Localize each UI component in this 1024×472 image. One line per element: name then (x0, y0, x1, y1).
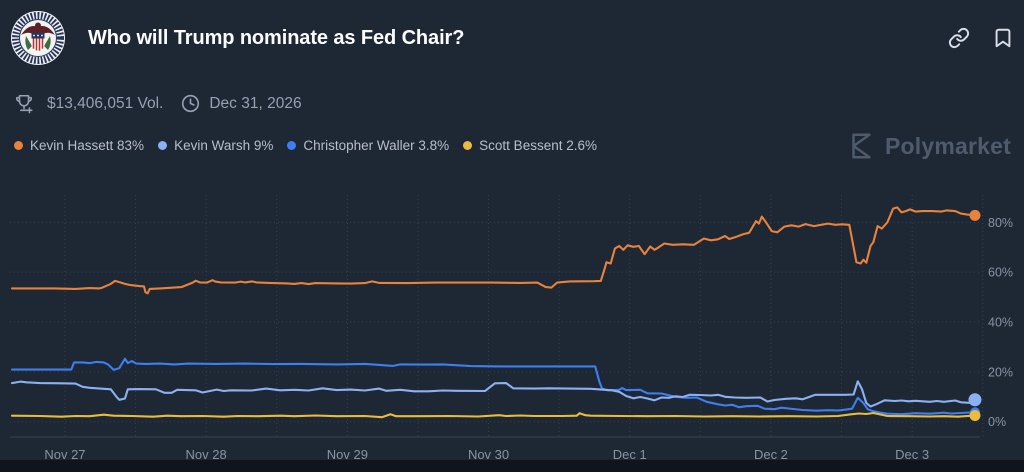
polymarket-logo-icon (852, 133, 871, 159)
legend-item-0[interactable]: Kevin Hassett 83% (14, 138, 144, 153)
legend-item-1[interactable]: Kevin Warsh 9% (158, 138, 273, 153)
link-icon (948, 27, 970, 49)
page-background-strip (0, 460, 1024, 466)
x-axis-label: Dec 3 (895, 447, 929, 462)
x-axis-label: Dec 1 (613, 447, 647, 462)
series-line-kevin-warsh (10, 380, 977, 408)
legend-dot (287, 141, 297, 150)
x-axis-label: Nov 27 (44, 447, 85, 462)
series-line-scott-bessent (10, 411, 977, 419)
legend-dot (14, 141, 23, 150)
legend-item-3[interactable]: Scott Bessent 2.6% (463, 138, 597, 153)
trophy-icon (16, 95, 33, 114)
copy-link-button[interactable] (948, 27, 970, 49)
legend-item-2[interactable]: Christopher Waller 3.8% (287, 138, 449, 153)
volume-value: $13,406,051 Vol. (47, 94, 164, 112)
series-line-christopher-waller (10, 357, 977, 416)
chart-legend: Kevin Hassett 83% Kevin Warsh 9% Christoph… (14, 138, 611, 153)
bookmark-icon (995, 28, 1011, 48)
bookmark-button[interactable] (992, 27, 1014, 49)
legend-label: Kevin Warsh 9% (174, 138, 274, 153)
x-axis-label: Nov 29 (327, 447, 368, 462)
series-end-dot-kevin-hassett (969, 209, 981, 221)
legend-label: Kevin Hassett 83% (30, 138, 145, 153)
legend-label: Scott Bessent 2.6% (479, 138, 597, 153)
series-end-dot-kevin-warsh (968, 393, 982, 407)
y-axis-label: 20% (988, 365, 1013, 379)
market-stats: $13,406,051 Vol. Dec 31, 2026 (14, 93, 302, 114)
series-end-dot-scott-bessent (969, 409, 981, 421)
market-header: Who will Trump nominate as Fed Chair? (10, 9, 1014, 67)
legend-dot (158, 141, 168, 150)
price-chart[interactable]: 0% 20% 40% 60% 80% Nov 27 Nov 28 Nov 29 Nov 30 De… (0, 185, 1024, 466)
x-axis-label: Dec 2 (754, 447, 788, 462)
y-axis-label: 40% (988, 316, 1013, 330)
legend-dot (463, 141, 473, 150)
polymarket-watermark: Polymarket (846, 130, 1011, 162)
x-axis-label: Nov 30 (468, 447, 509, 462)
x-axis-label: Nov 28 (186, 447, 227, 462)
y-axis-label: 0% (988, 415, 1006, 429)
y-axis-label: 60% (988, 266, 1013, 280)
clock-icon (182, 94, 200, 113)
y-axis-label: 80% (988, 216, 1013, 230)
federal-reserve-seal-logo (11, 11, 65, 65)
series-line-kevin-hassett (10, 206, 977, 295)
polymarket-logo-text: Polymarket (884, 132, 1011, 159)
page-title: Who will Trump nominate as Fed Chair? (88, 26, 465, 49)
end-date-value: Dec 31, 2026 (209, 94, 302, 112)
price-chart-area[interactable]: 0% 20% 40% 60% 80% Nov 27 Nov 28 Nov 29 Nov 30 De… (0, 185, 1024, 466)
legend-label: Christopher Waller 3.8% (303, 138, 450, 153)
